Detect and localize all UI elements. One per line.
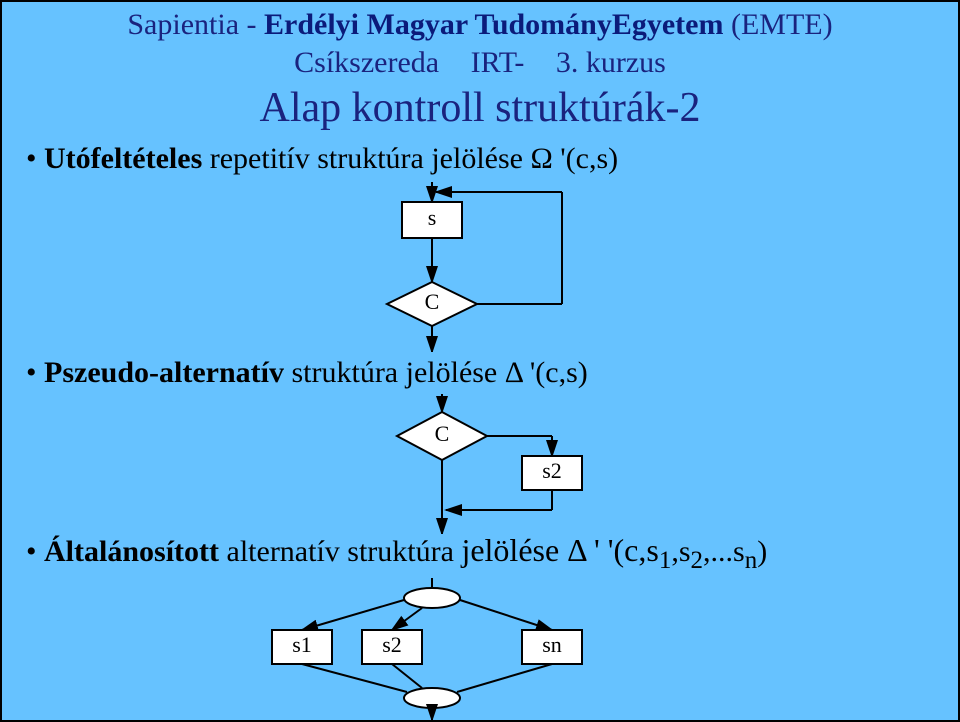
d2-c-label: C [435,421,450,446]
bullet3-close: ) [757,535,767,568]
bullet3-mid: ,s [671,535,690,568]
header-line-1: Sapientia - Erdélyi Magyar TudományEgyet… [2,6,958,44]
d3-s2-label: s2 [382,632,402,657]
bullet1-rest: repetitív struktúra jelölése [202,142,530,175]
d1-c-label: C [425,289,440,314]
header-prefix: Sapientia - [127,8,264,41]
diagram-3: s1 s2 sn [222,578,642,720]
bullet-3: Általánosított alternatív struktúra jelö… [26,532,767,575]
header-l2a: Csíkszereda [294,46,439,79]
diagram-2: C s2 [302,394,662,534]
bullet3-rest2: jelölése [461,532,567,568]
bullet1-prefix: Utófeltételes [44,142,202,175]
header-l2b: IRT- [471,46,525,79]
bullet-1: Utófeltételes repetitív struktúra jelölé… [26,142,618,176]
bullet1-symbol: Ω '(c,s) [530,142,618,175]
bullet3-subn: n [745,547,758,574]
bullet3-symbol: Δ ' '(c,s [567,532,659,568]
bullet2-prefix: Pszeudo-alternatív [44,356,284,389]
bullet3-rest: alternatív struktúra [219,535,461,568]
d1-s-label: s [428,205,437,230]
d3-sn-label: sn [542,632,562,657]
d2-s2-label: s2 [542,458,562,483]
bullet3-sub1: 1 [659,547,672,574]
bullet3-suffix: ,...s [703,535,745,568]
d3-s1-label: s1 [292,632,312,657]
page-root: Sapientia - Erdélyi Magyar TudományEgyet… [0,0,960,722]
header-suffix: (EMTE) [723,8,832,41]
bullet-2: Pszeudo-alternatív struktúra jelölése Δ … [26,356,588,390]
header-line-2: Csíkszereda IRT- 3. kurzus [2,44,958,82]
page-title: Alap kontroll struktúrák-2 [2,84,958,132]
header-l2c: 3. kurzus [556,46,666,79]
bullet3-prefix: Általánosított [44,535,219,568]
header-block: Sapientia - Erdélyi Magyar TudományEgyet… [2,6,958,81]
header-bold: Erdélyi Magyar TudományEgyetem [264,8,723,41]
bullet3-sub2: 2 [691,547,704,574]
bullet2-rest: struktúra jelölése [284,356,505,389]
bullet2-symbol: Δ '(c,s) [505,356,588,389]
diagram-1: s C [302,182,662,352]
